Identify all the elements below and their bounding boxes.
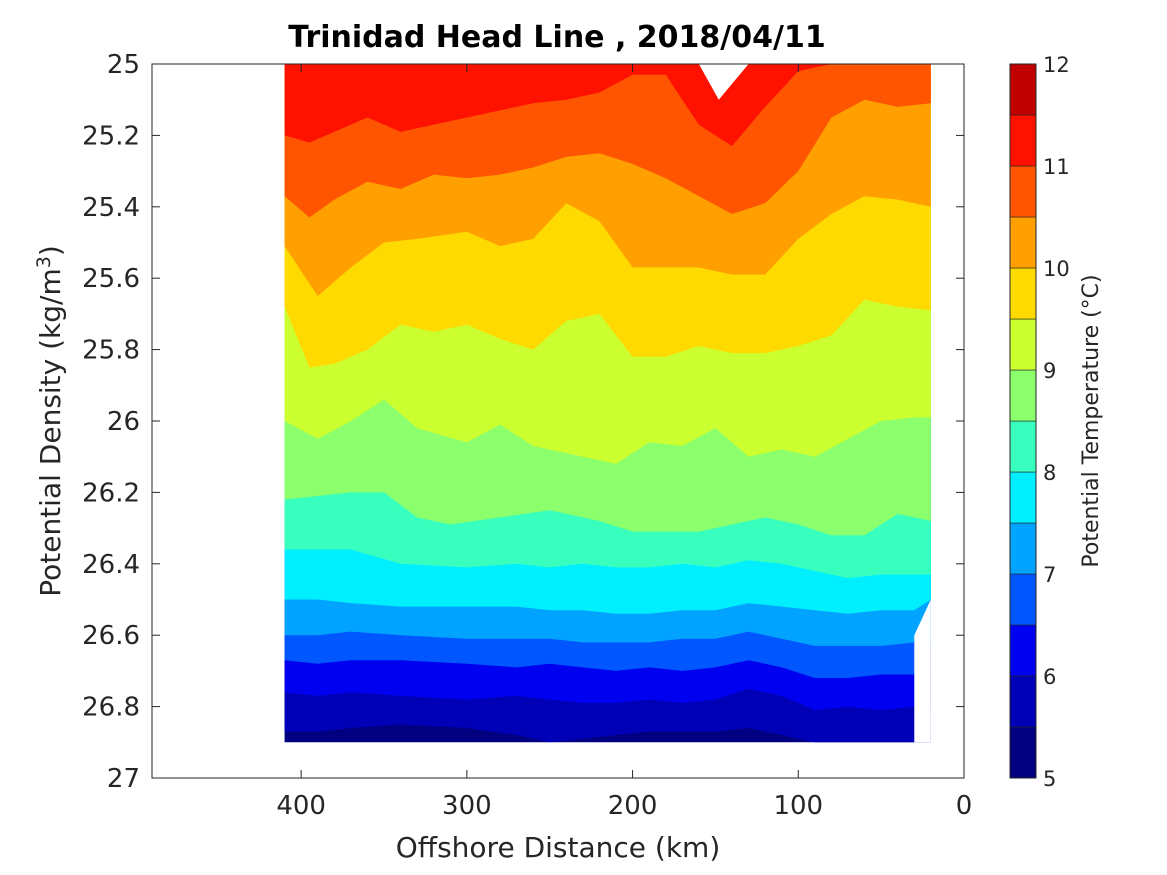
colorbar-swatch xyxy=(1009,267,1037,320)
colorbar-swatch xyxy=(1009,471,1037,524)
colorbar-swatch xyxy=(1009,420,1037,473)
colorbar-swatch xyxy=(1009,522,1037,575)
colorbar-tick-label: 7 xyxy=(1043,563,1056,587)
x-tick-label: 300 xyxy=(442,791,492,821)
y-tick-label: 25.2 xyxy=(82,121,140,151)
x-tick-label: 100 xyxy=(773,791,823,821)
colorbar-swatch xyxy=(1009,675,1037,728)
x-tick-label: 400 xyxy=(276,791,326,821)
colorbar-tick-label: 5 xyxy=(1043,767,1056,791)
contour-band-12 xyxy=(284,64,931,147)
y-tick-label: 26.6 xyxy=(82,621,140,651)
y-axis-ticks: 25 25.2 25.4 25.6 25.8 26 26.2 26.4 26.6 26.8 27 xyxy=(82,50,964,794)
y-tick-label: 26 xyxy=(107,407,140,437)
contour-fill xyxy=(284,64,931,743)
colorbar-swatch xyxy=(1009,63,1037,116)
colorbar-tick-label: 8 xyxy=(1043,461,1056,485)
y-tick-label: 27 xyxy=(107,764,140,794)
colorbar-swatch xyxy=(1009,318,1037,371)
y-tick-label: 25.4 xyxy=(82,193,140,223)
colorbar-swatch xyxy=(1009,216,1037,269)
y-axis-label: Potential Density (kg/m3) xyxy=(33,245,67,597)
y-tick-label: 25.6 xyxy=(82,264,140,294)
x-axis-ticks: 400 300 200 100 0 xyxy=(276,64,972,821)
y-tick-label: 25 xyxy=(107,50,140,80)
colorbar-swatch xyxy=(1009,114,1037,167)
colorbar-tick-label: 6 xyxy=(1043,665,1056,689)
colorbar-swatch xyxy=(1009,369,1037,422)
chart-title: Trinidad Head Line , 2018/04/11 xyxy=(288,20,825,55)
y-axis-label-superscript: 3 xyxy=(33,256,55,268)
colorbar-swatch xyxy=(1009,573,1037,626)
colorbar-tick-label: 11 xyxy=(1043,155,1070,179)
colorbar-tick-label: 10 xyxy=(1043,257,1070,281)
colorbar-swatch xyxy=(1009,624,1037,677)
colorbar-label: Potential Temperature (°C) xyxy=(1079,274,1104,567)
x-tick-label: 200 xyxy=(608,791,658,821)
colorbar: 5 6 7 8 9 10 11 12 xyxy=(1009,53,1070,791)
x-tick-label: 0 xyxy=(956,791,973,821)
y-axis-label-close: ) xyxy=(34,245,67,256)
colorbar-frame xyxy=(1009,63,1037,779)
colorbar-tick-label: 12 xyxy=(1043,53,1070,77)
y-tick-label: 26.8 xyxy=(82,693,140,723)
no-data-gap xyxy=(698,64,749,100)
no-data-notch xyxy=(914,599,931,743)
y-tick-label: 26.2 xyxy=(82,478,140,508)
y-tick-label: 25.8 xyxy=(82,336,140,366)
colorbar-swatch xyxy=(1009,165,1037,218)
colorbar-swatch xyxy=(1009,726,1037,779)
colorbar-tick-label: 9 xyxy=(1043,359,1056,383)
y-axis-label-main: Potential Density (kg/m xyxy=(34,268,67,597)
x-axis-label: Offshore Distance (km) xyxy=(396,831,721,864)
y-tick-label: 26.4 xyxy=(82,550,140,580)
